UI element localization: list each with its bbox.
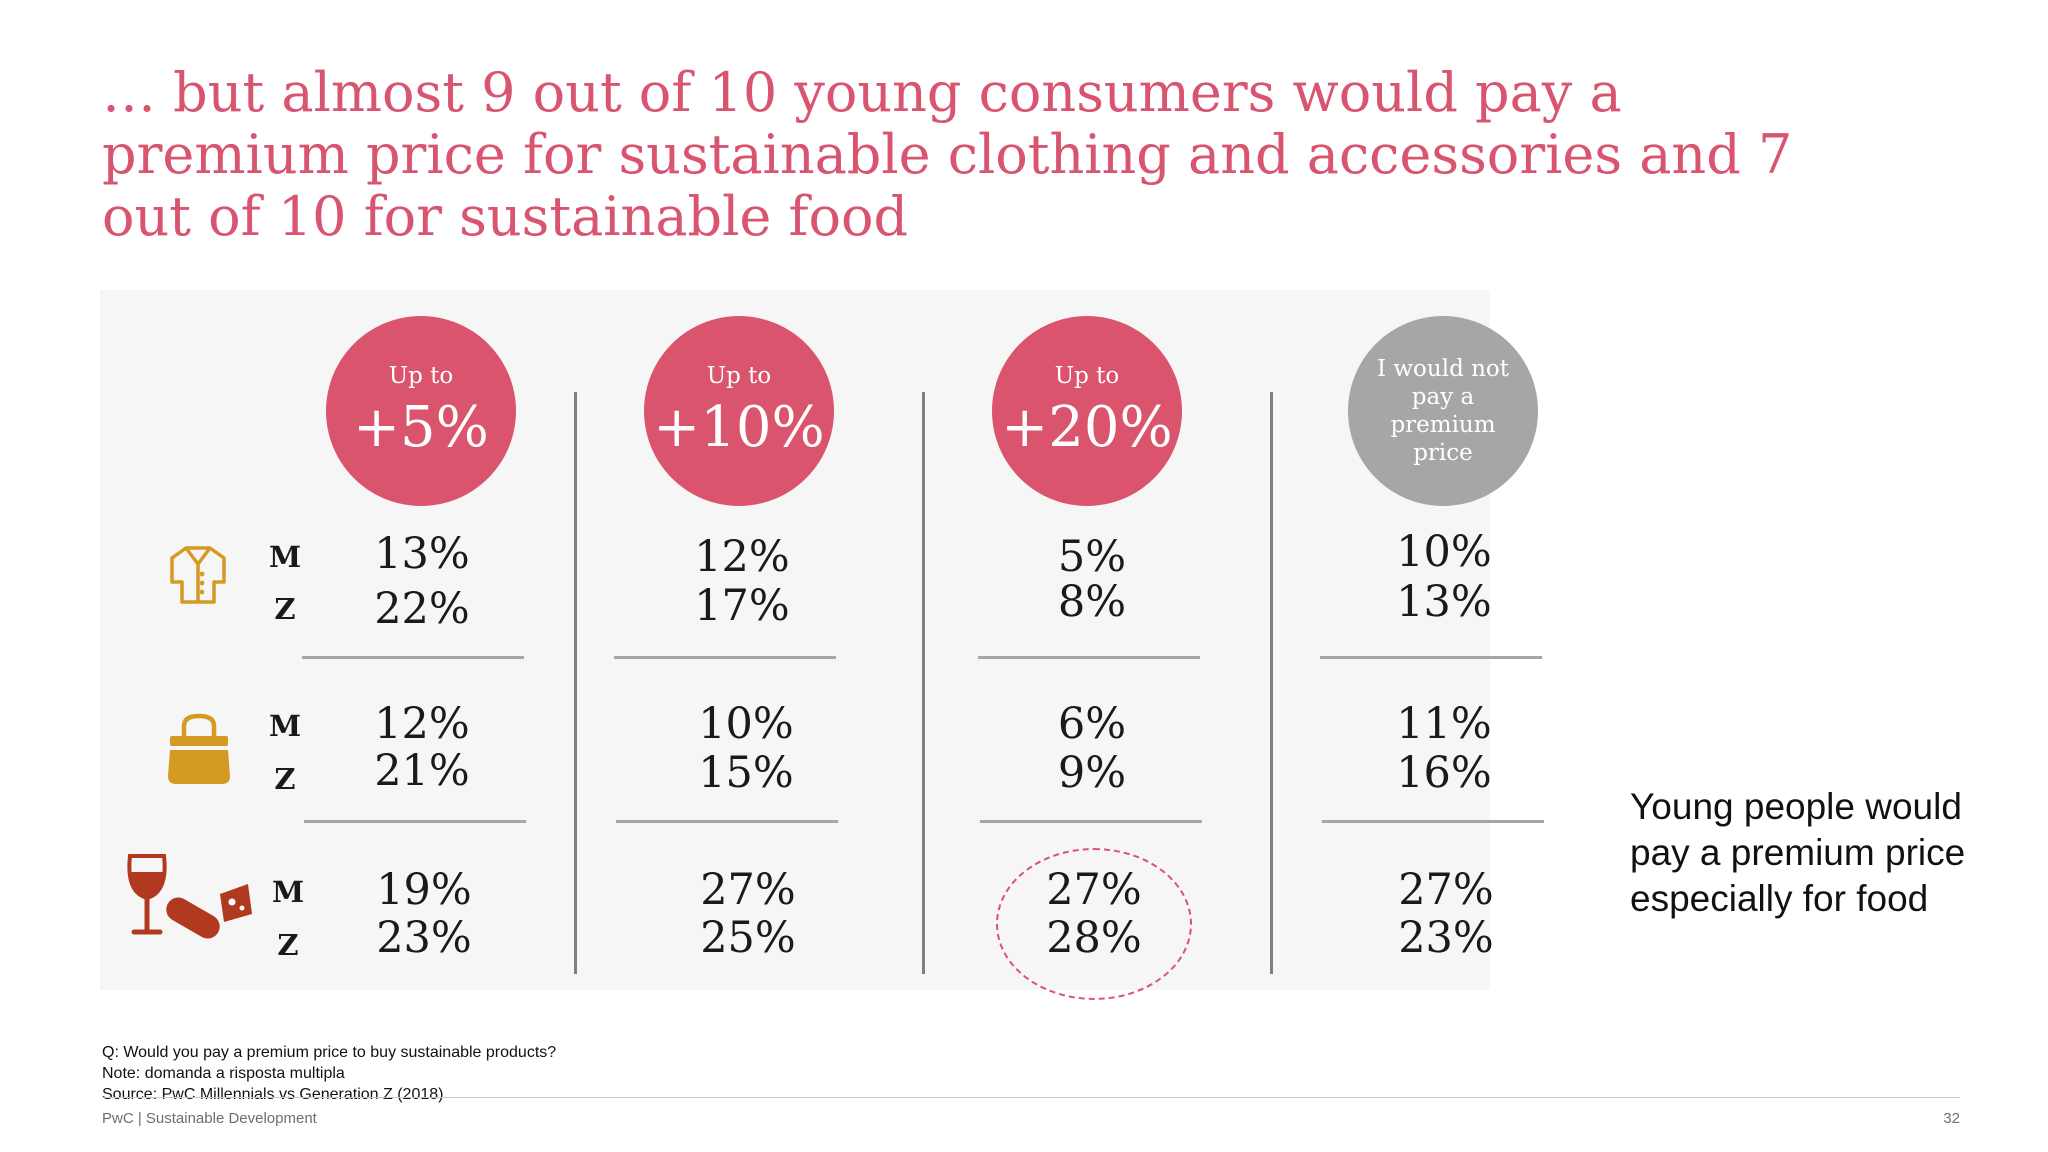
value-cell: 9% xyxy=(1057,748,1127,798)
value-cell: 25% xyxy=(700,913,796,963)
value-cell: 6% xyxy=(1057,699,1127,749)
row-label-z: Z xyxy=(274,762,296,796)
value-cell: 23% xyxy=(376,913,472,963)
circle-up-to-label: Up to xyxy=(388,363,454,389)
value-cell: 8% xyxy=(1057,577,1127,627)
circle-value: +10% xyxy=(653,395,825,460)
footnotes: Q: Would you pay a premium price to buy … xyxy=(102,1042,556,1105)
circle-value: +5% xyxy=(353,395,489,460)
value-cell: 19% xyxy=(376,865,472,915)
handbag-icon xyxy=(168,713,230,784)
row-divider xyxy=(980,820,1202,823)
value-cell: 11% xyxy=(1396,699,1492,749)
circle-up-to-10: Up to +10% xyxy=(644,316,834,506)
circle-up-to-20: Up to +20% xyxy=(992,316,1182,506)
circle-up-to-5: Up to +5% xyxy=(326,316,516,506)
column-divider xyxy=(1270,392,1273,974)
value-cell: 27% xyxy=(700,865,796,915)
source-note: Source: PwC Millennials vs Generation Z … xyxy=(102,1086,444,1103)
value-cell: 23% xyxy=(1398,913,1494,963)
row-label-z: Z xyxy=(277,928,299,962)
note-line: Note: domanda a risposta multipla xyxy=(102,1065,345,1082)
column-divider xyxy=(922,392,925,974)
value-cell: 21% xyxy=(374,746,470,796)
column-divider xyxy=(574,392,577,974)
circle-no-premium: I would not pay a premium price xyxy=(1348,316,1538,506)
food-icon xyxy=(127,854,252,939)
row-divider xyxy=(616,820,838,823)
value-cell: 16% xyxy=(1396,748,1492,798)
row-divider xyxy=(1322,820,1544,823)
value-cell: 12% xyxy=(374,699,470,749)
value-cell: 12% xyxy=(694,532,790,582)
row-divider xyxy=(304,820,526,823)
page-title: … but almost 9 out of 10 young consumers… xyxy=(102,61,1793,248)
page-number: 32 xyxy=(1943,1110,1960,1127)
row-label-m: M xyxy=(268,709,302,743)
side-note: Young people would pay a premium price e… xyxy=(1630,786,1966,919)
value-cell: 22% xyxy=(374,584,470,634)
circle-up-to-label: Up to xyxy=(706,363,772,389)
row-label-m: M xyxy=(268,540,302,574)
value-cell: 10% xyxy=(1396,527,1492,577)
footer-divider xyxy=(102,1097,1960,1098)
value-cell: 5% xyxy=(1057,532,1127,582)
question-note: Q: Would you pay a premium price to buy … xyxy=(102,1044,557,1061)
value-cell: 13% xyxy=(374,529,470,579)
row-divider xyxy=(614,656,836,659)
highlight-dashed-circle xyxy=(996,848,1192,1000)
value-cell: 13% xyxy=(1396,577,1492,627)
value-cell: 15% xyxy=(698,748,794,798)
circle-value: +20% xyxy=(1001,395,1173,460)
value-cell: 17% xyxy=(694,581,790,631)
circle-up-to-label: Up to xyxy=(1054,363,1120,389)
shirt-icon xyxy=(170,546,226,604)
row-label-z: Z xyxy=(274,592,296,626)
row-label-m: M xyxy=(271,875,305,909)
row-divider xyxy=(302,656,524,659)
footer-label: PwC | Sustainable Development xyxy=(102,1110,317,1127)
row-divider xyxy=(978,656,1200,659)
circle-no-premium-label: I would not pay a premium price xyxy=(1376,356,1510,466)
value-cell: 27% xyxy=(1398,865,1494,915)
row-divider xyxy=(1320,656,1542,659)
value-cell: 10% xyxy=(698,699,794,749)
